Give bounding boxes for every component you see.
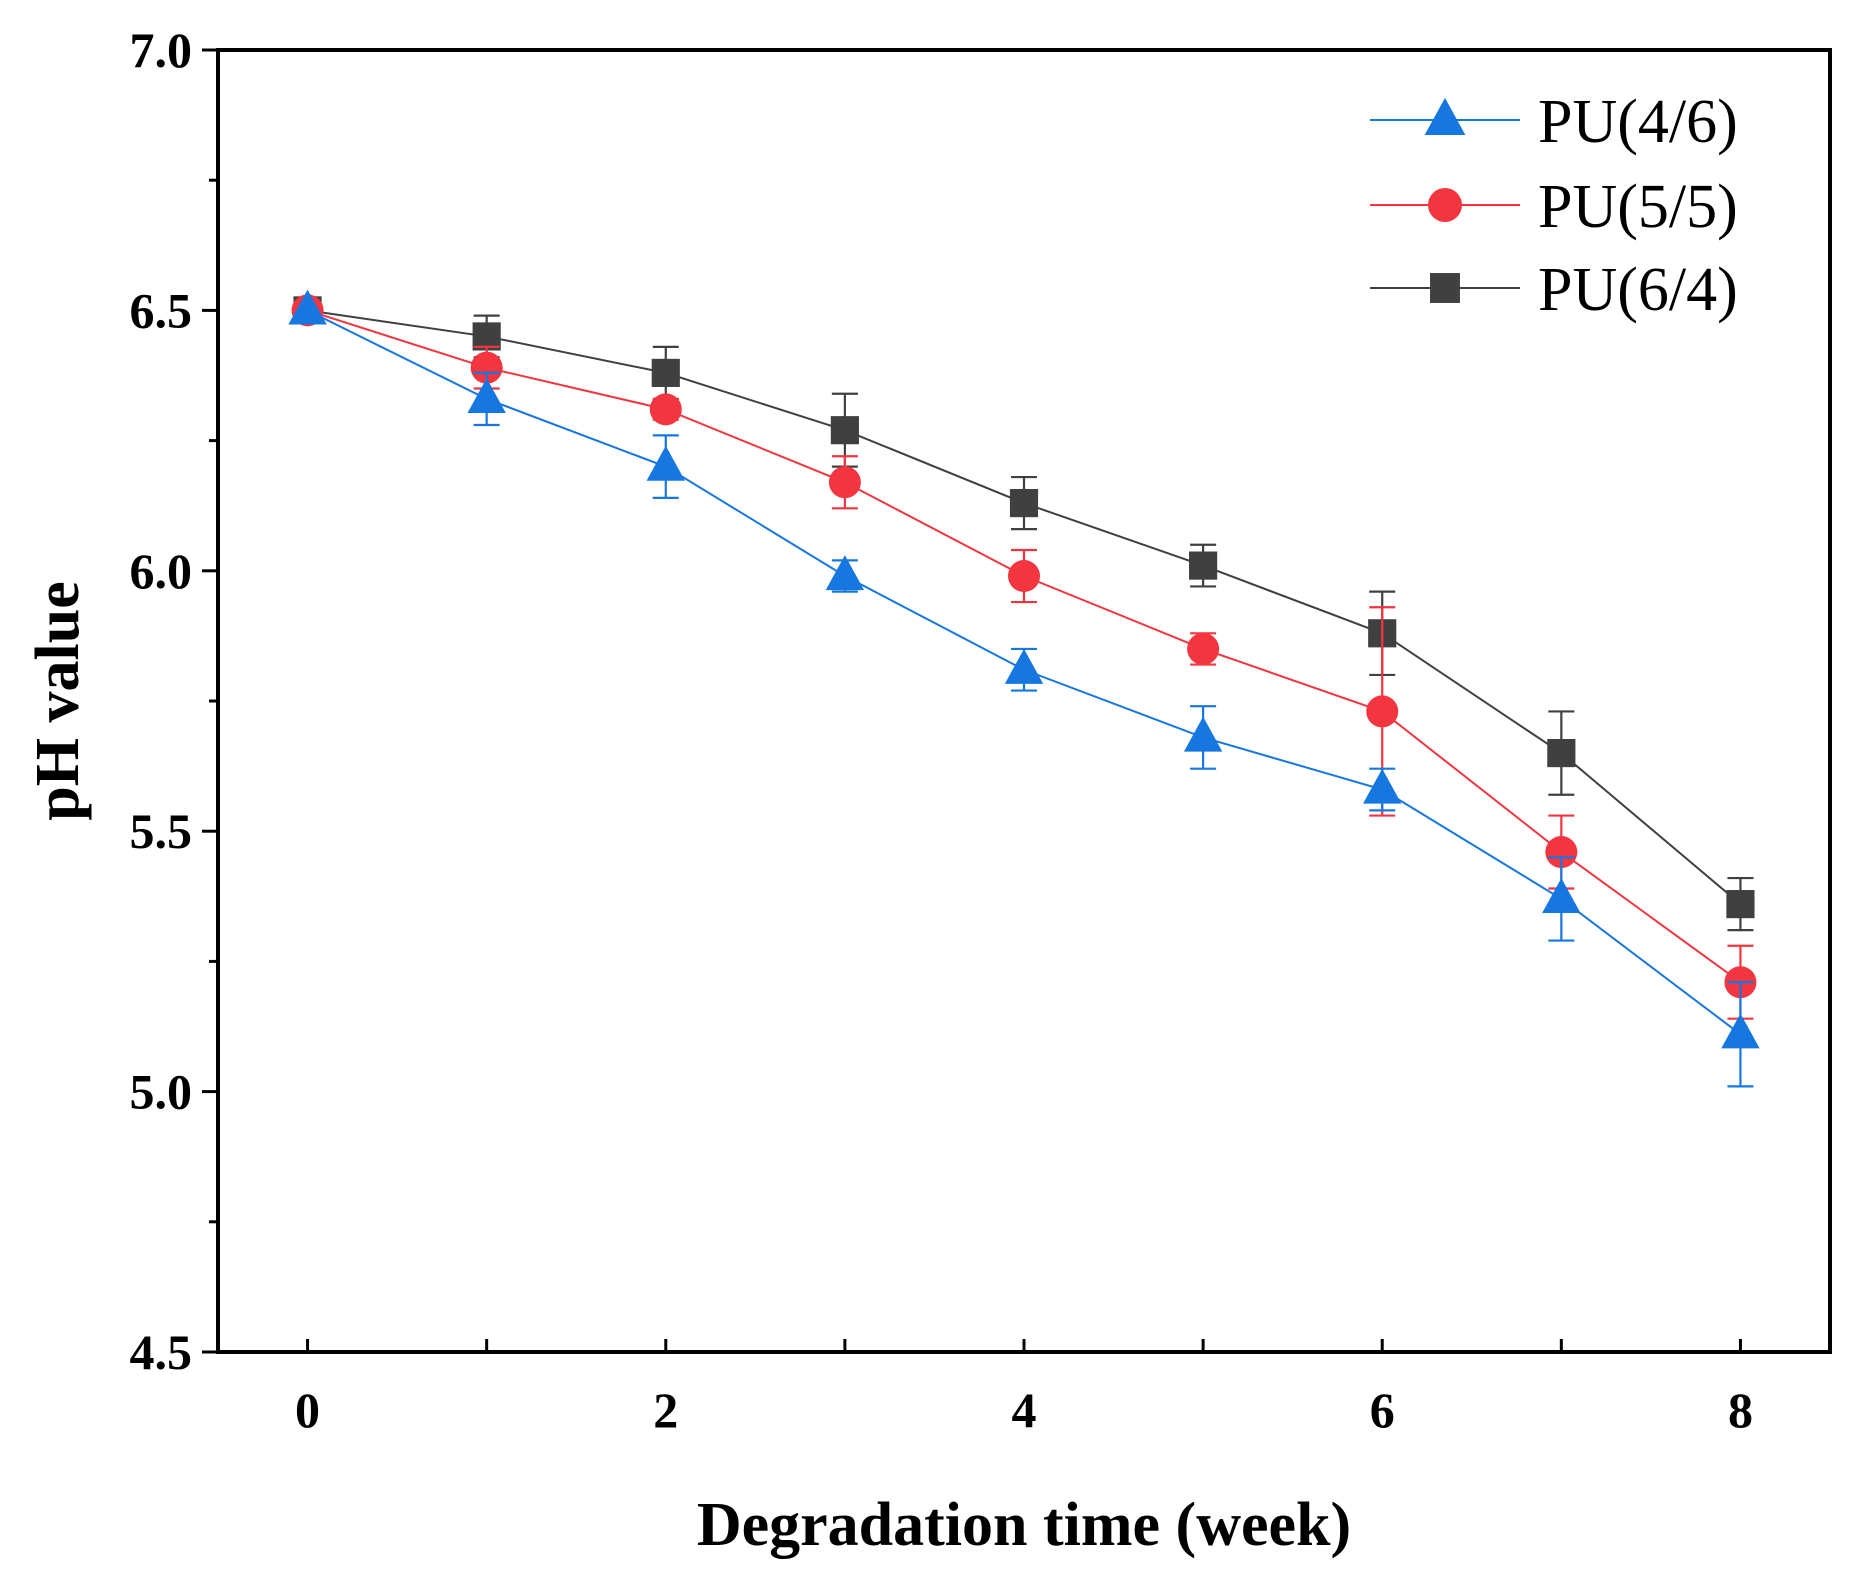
legend-entry: PU(4/6) <box>1370 88 1738 156</box>
y-axis-title: pH value <box>24 581 92 820</box>
x-tick-label: 0 <box>295 1382 320 1438</box>
series-pu46 <box>288 289 1760 1088</box>
y-tick-label: 6.0 <box>130 543 193 599</box>
data-point <box>646 445 685 481</box>
data-point <box>1542 878 1581 914</box>
legend-label: PU(5/5) <box>1538 173 1738 241</box>
data-point <box>1545 836 1578 869</box>
series-pu64 <box>293 296 1755 932</box>
data-point <box>1726 890 1755 919</box>
x-axis-ticks: 0 2 4 6 8 <box>295 1339 1753 1438</box>
x-tick-label: 4 <box>1012 1382 1037 1438</box>
y-tick-label: 7.0 <box>130 22 193 78</box>
data-point <box>830 416 859 445</box>
data-point <box>828 466 861 499</box>
series-line <box>307 309 1742 905</box>
data-point <box>1189 551 1218 580</box>
x-tick-label: 8 <box>1728 1382 1753 1438</box>
data-point <box>1009 489 1039 518</box>
data-point <box>1183 716 1223 752</box>
data-point <box>1008 560 1040 593</box>
x-tick-label: 6 <box>1370 1382 1395 1438</box>
legend-label: PU(6/4) <box>1538 256 1738 324</box>
legend-entry: PU(5/5) <box>1370 173 1738 241</box>
data-point <box>651 358 680 387</box>
legend: PU(4/6) PU(5/5) PU(6/4) <box>1370 88 1738 324</box>
axes <box>216 48 1832 1354</box>
y-tick-label: 5.5 <box>130 803 193 859</box>
plot-area <box>288 289 1760 1088</box>
legend-entry: PU(6/4) <box>1370 256 1738 324</box>
x-axis-title: Degradation time (week) <box>697 1491 1351 1559</box>
legend-marker <box>1430 273 1460 303</box>
y-tick-label: 4.5 <box>130 1324 193 1380</box>
data-point <box>1366 695 1399 728</box>
plot-frame <box>216 48 1832 1354</box>
series-pu55 <box>291 294 1757 1020</box>
data-point <box>1187 632 1220 665</box>
data-point <box>649 393 682 426</box>
data-point <box>470 351 503 384</box>
legend-marker <box>1428 188 1462 222</box>
data-point <box>1004 648 1044 684</box>
data-point <box>825 555 865 591</box>
series-line <box>307 309 1742 984</box>
y-tick-label: 5.0 <box>130 1064 193 1120</box>
data-point <box>1721 1013 1760 1049</box>
data-point <box>288 289 327 325</box>
y-axis-ticks: 4.5 5.0 5.5 6.0 6.5 7.0 <box>130 22 218 1380</box>
y-tick-label: 6.5 <box>130 282 193 338</box>
legend-marker <box>1424 97 1466 135</box>
data-point <box>467 378 506 414</box>
x-tick-label: 2 <box>653 1382 678 1438</box>
data-point <box>1363 768 1402 804</box>
data-point <box>1547 739 1576 768</box>
legend-label: PU(4/6) <box>1538 88 1738 156</box>
